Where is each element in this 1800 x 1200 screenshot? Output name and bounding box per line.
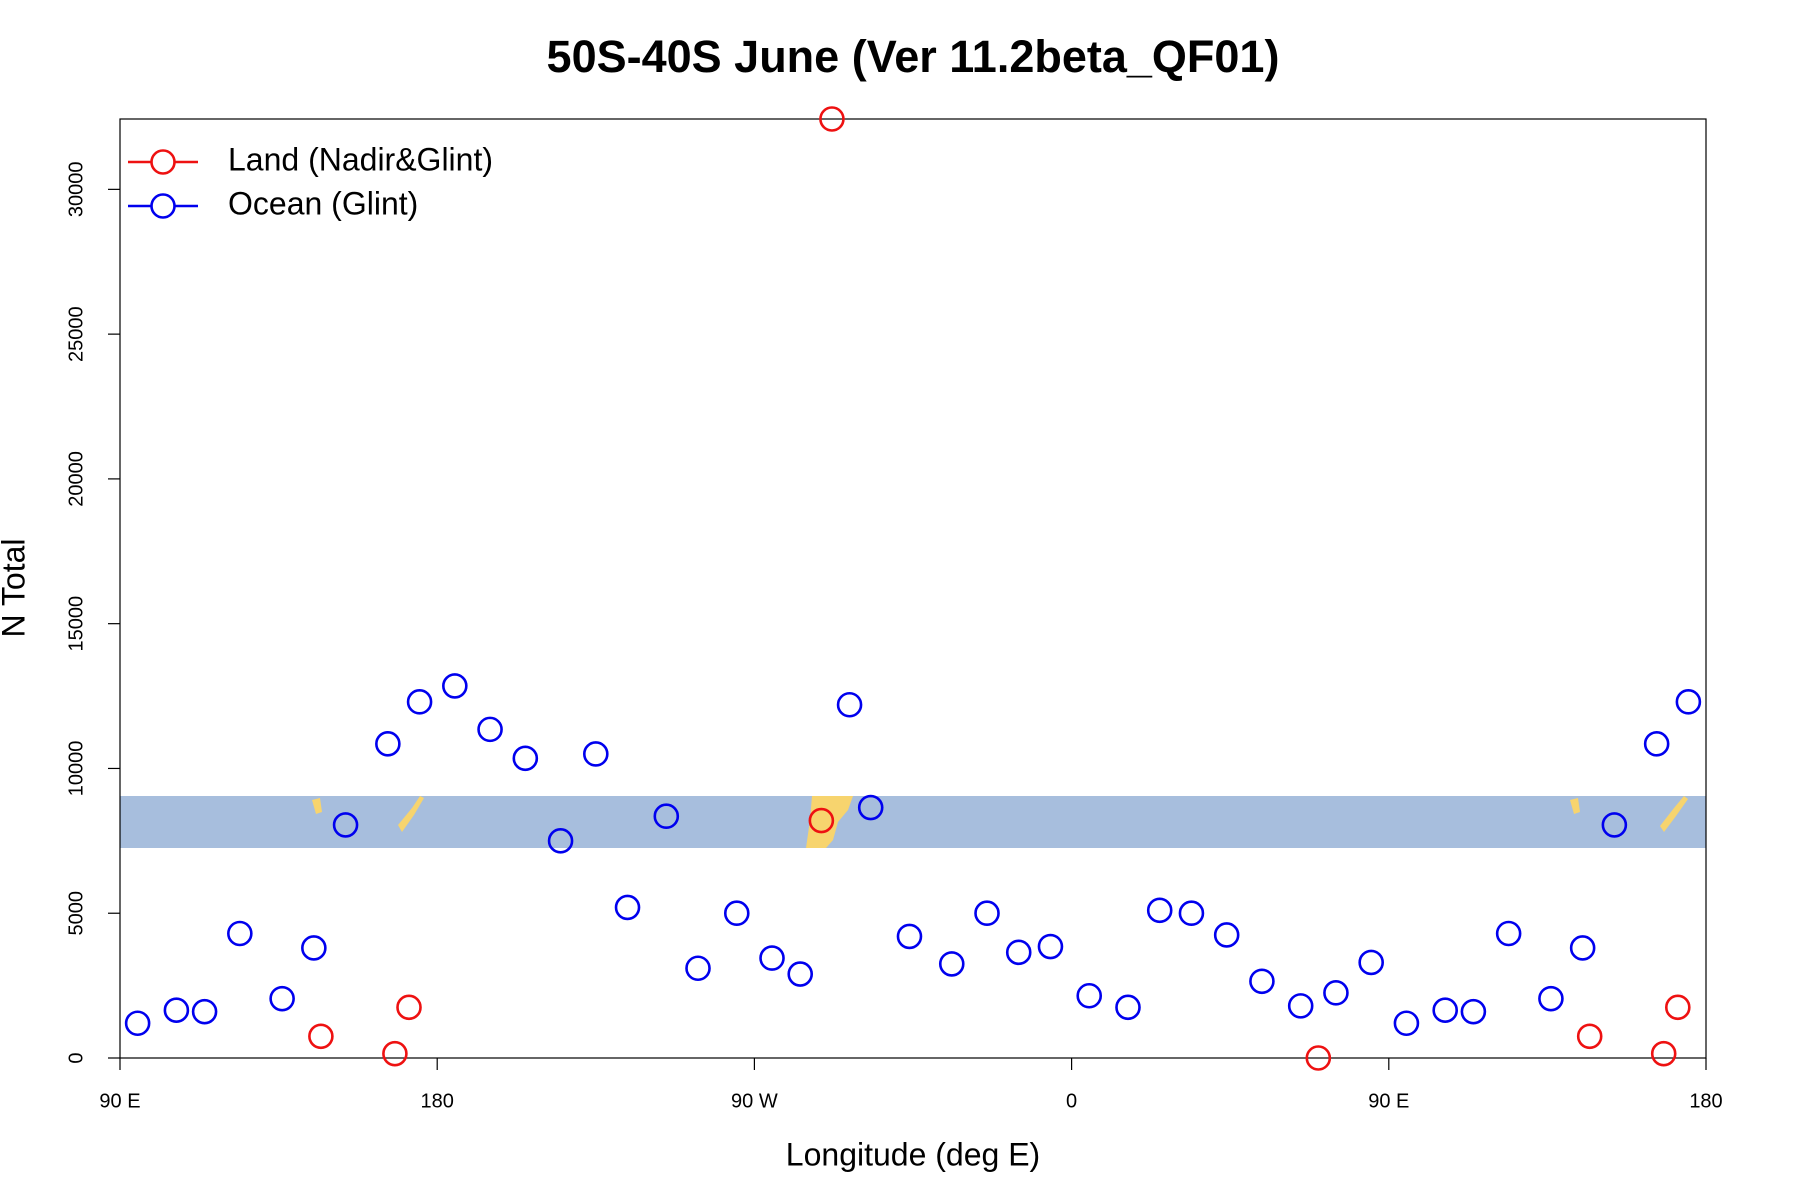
point [1460, 998, 1487, 1025]
point [723, 900, 750, 927]
point [808, 807, 835, 834]
point [547, 828, 574, 854]
point [1323, 980, 1349, 1006]
legend-label: Land (Nadir&Glint) [228, 141, 493, 177]
x-tick-label: 180 [421, 1090, 454, 1112]
point [382, 1040, 408, 1067]
point [442, 673, 468, 699]
legend-label: Ocean (Glint) [228, 185, 418, 221]
land-shape [312, 798, 322, 814]
y-tick-label: 30000 [65, 162, 87, 218]
point [512, 745, 539, 772]
point [685, 955, 711, 982]
point [227, 920, 253, 947]
point [1432, 997, 1458, 1024]
point [857, 794, 884, 821]
point [1005, 939, 1032, 966]
point [896, 923, 923, 950]
point [1076, 982, 1103, 1009]
map-band [120, 796, 1706, 848]
point [1650, 1040, 1677, 1067]
point [1538, 985, 1564, 1012]
point [836, 691, 863, 718]
y-tick-label: 15000 [65, 596, 87, 652]
x-tick-label: 180 [1689, 1090, 1722, 1112]
map-strip [120, 796, 1706, 848]
point [396, 994, 422, 1021]
point [1569, 935, 1596, 961]
land-shape [1570, 798, 1580, 814]
plot-frame [119, 118, 1707, 1059]
y-tick-label: 20000 [65, 451, 87, 507]
point [375, 731, 401, 757]
point [1115, 994, 1141, 1021]
x-tick-label: 90 E [1368, 1090, 1409, 1112]
point [1393, 1010, 1420, 1037]
point [974, 900, 1000, 927]
point [1358, 949, 1384, 976]
x-tick-label: 0 [1066, 1090, 1077, 1112]
point [787, 961, 814, 987]
point [1665, 994, 1691, 1021]
point [1601, 812, 1628, 838]
point [163, 997, 190, 1024]
legend-marker [150, 193, 176, 219]
point [1287, 993, 1314, 1019]
point [1643, 731, 1670, 757]
y-tick-label: 10000 [65, 741, 87, 797]
point [191, 998, 218, 1025]
point [759, 945, 785, 971]
x-tick-label: 90 W [731, 1090, 778, 1112]
point [406, 689, 433, 715]
point [582, 741, 609, 767]
point [1305, 1045, 1332, 1071]
point [653, 803, 680, 830]
point [332, 812, 359, 838]
y-tick-label: 5000 [65, 891, 87, 936]
point [477, 716, 503, 743]
point [308, 1023, 334, 1050]
point [1576, 1023, 1603, 1050]
point [301, 935, 327, 961]
legend-marker [150, 149, 176, 175]
chart-title: 50S-40S June (Ver 11.2beta_QF01) [547, 31, 1280, 82]
point [269, 985, 295, 1012]
point [1037, 933, 1064, 960]
land-shape [1660, 796, 1688, 832]
point [1146, 897, 1173, 924]
point [1675, 689, 1702, 715]
y-axis-label: N Total [0, 538, 31, 637]
point [1495, 920, 1522, 947]
point [938, 951, 965, 977]
y-tick-label: 0 [65, 1052, 87, 1063]
point [614, 894, 641, 921]
point [124, 1010, 151, 1037]
x-axis-label: Longitude (deg E) [786, 1136, 1040, 1172]
point [1178, 900, 1205, 927]
point [819, 106, 845, 132]
point [1213, 922, 1240, 948]
x-tick-label: 90 E [99, 1090, 140, 1112]
point [1249, 968, 1275, 995]
y-tick-label: 25000 [65, 306, 87, 362]
land-shape [398, 796, 424, 832]
